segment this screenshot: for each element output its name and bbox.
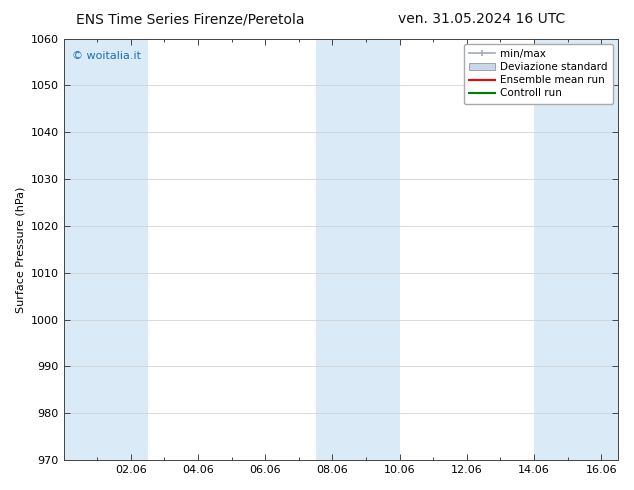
Text: ven. 31.05.2024 16 UTC: ven. 31.05.2024 16 UTC — [398, 12, 566, 26]
Bar — [366, 39, 399, 460]
Y-axis label: Surface Pressure (hPa): Surface Pressure (hPa) — [15, 186, 25, 313]
Bar — [97, 39, 148, 460]
Text: ENS Time Series Firenze/Peretola: ENS Time Series Firenze/Peretola — [76, 12, 304, 26]
Bar — [534, 39, 585, 460]
Bar — [63, 39, 97, 460]
Bar — [316, 39, 366, 460]
Legend: min/max, Deviazione standard, Ensemble mean run, Controll run: min/max, Deviazione standard, Ensemble m… — [463, 44, 613, 103]
Bar — [585, 39, 618, 460]
Text: © woitalia.it: © woitalia.it — [72, 51, 141, 61]
